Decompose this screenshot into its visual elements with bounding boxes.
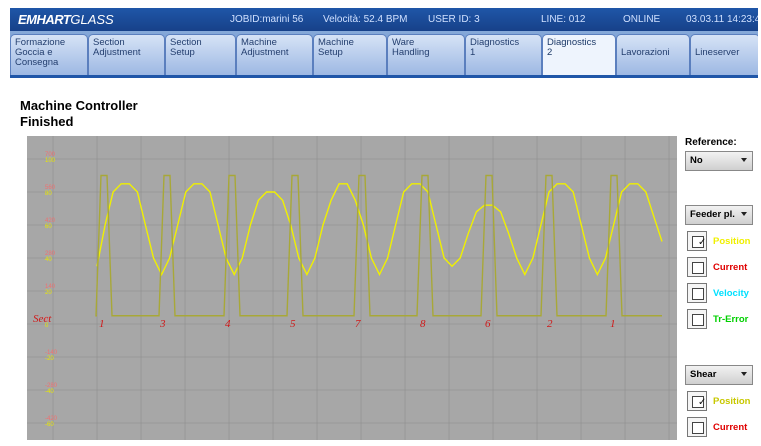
checkbox-label: Position: [713, 236, 751, 247]
y-tick-inner: 60: [45, 224, 52, 230]
tab-label: Lineserver: [695, 47, 740, 58]
tab-3[interactable]: Section Setup: [165, 34, 236, 75]
chevron-down-icon: [741, 158, 747, 162]
y-tick-outer: 140: [45, 284, 56, 290]
tab-label: Adjustment: [93, 47, 141, 58]
checkbox-label: Position: [713, 396, 751, 407]
y-tick-outer: -420: [45, 416, 58, 422]
reference-label: Reference:: [685, 137, 737, 148]
sect-number: 7: [355, 318, 361, 330]
sect-label: Sect: [33, 313, 52, 325]
tab-4[interactable]: Machine Adjustment: [236, 34, 313, 75]
checkbox-current[interactable]: [687, 417, 707, 437]
y-tick-outer: 700: [45, 152, 56, 158]
checkbox-label: Current: [713, 262, 748, 273]
checkbox-box: [692, 262, 704, 274]
tab-label: Adjustment: [241, 47, 289, 58]
online-status: ONLINE: [623, 14, 661, 25]
tab-label: Section: [170, 37, 202, 48]
series-shear: [95, 174, 662, 317]
sect-number: 3: [159, 318, 166, 330]
y-tick-inner: -20: [45, 356, 54, 362]
checkbox-current[interactable]: [687, 257, 707, 277]
job-id: JOBID:marini 56: [230, 14, 304, 25]
datetime: 03.03.11 14:23:4: [686, 14, 758, 25]
app-window: EMHARTGLASS JOBID:marini 56 Velocità: 52…: [10, 8, 758, 440]
checkbox-box: [692, 422, 704, 434]
y-tick-inner: 100: [45, 158, 56, 164]
tab-9[interactable]: Lavorazioni: [616, 34, 690, 75]
checkbox-label: Current: [713, 422, 748, 433]
tab-1[interactable]: Formazione Goccia e Consegna: [10, 34, 88, 75]
tab-label: Diagnostics: [470, 37, 520, 48]
checkbox-label: Velocity: [713, 288, 749, 299]
y-tick-outer: -140: [45, 350, 58, 356]
line: LINE: 012: [541, 14, 586, 25]
y-tick-outer: -280: [45, 383, 58, 389]
page-title: Machine Controller: [20, 98, 138, 113]
sect-number: 4: [225, 318, 231, 330]
sect-number: 1: [99, 318, 105, 330]
diagnostic-chart: 7001005608042060280401402000-140-20-280-…: [27, 136, 677, 440]
tab-label: Machine: [241, 37, 277, 48]
tab-label: Goccia e: [15, 47, 53, 58]
tab-bar: Formazione Goccia e Consegna Section Adjustm…: [10, 31, 758, 78]
tab-label: 2: [547, 47, 553, 58]
y-tick-inner: 80: [45, 191, 52, 197]
y-tick-outer: 280: [45, 251, 56, 257]
speed: Velocità: 52.4 BPM: [323, 14, 408, 25]
checkbox-label: Tr-Error: [713, 314, 749, 325]
checkbox-box: [692, 288, 704, 300]
tab-label: Section: [93, 37, 125, 48]
sect-number: 6: [485, 318, 491, 330]
brand-logo: EMHARTGLASS: [18, 12, 114, 27]
y-tick-inner: -60: [45, 422, 54, 428]
y-tick-inner: 40: [45, 257, 52, 263]
sect-number: 5: [290, 318, 296, 330]
y-tick-inner: 0: [45, 323, 49, 329]
checkbox-box: ✓: [692, 396, 707, 408]
check-icon: ✓: [698, 397, 707, 408]
tab-label: Machine: [318, 37, 354, 48]
run-status: Finished: [20, 114, 74, 129]
check-icon: ✓: [698, 237, 707, 248]
tab-label: Handling: [392, 47, 430, 58]
tab-7[interactable]: Diagnostics 1: [465, 34, 542, 75]
y-tick-inner: 20: [45, 290, 52, 296]
feeder-dropdown[interactable]: Feeder pl.: [685, 205, 753, 225]
tab-label: Setup: [318, 47, 343, 58]
user-id: USER ID: 3: [428, 14, 480, 25]
series-position: [96, 183, 663, 277]
y-tick-outer: 0: [45, 317, 49, 323]
checkbox-velocity[interactable]: [687, 283, 707, 303]
tab-8[interactable]: Diagnostics 2: [542, 34, 616, 75]
sect-number: 8: [420, 318, 426, 330]
tab-2[interactable]: Section Adjustment: [88, 34, 165, 75]
sect-number: 1: [610, 318, 616, 330]
tab-label: Ware: [392, 37, 415, 48]
checkbox-box: ✓: [692, 236, 707, 248]
checkbox-tr-error[interactable]: [687, 309, 707, 329]
tab-5[interactable]: Machine Setup: [313, 34, 387, 75]
sect-number: 2: [547, 318, 553, 330]
shear-dropdown[interactable]: Shear: [685, 365, 753, 385]
chevron-down-icon: [741, 212, 747, 216]
reference-dropdown[interactable]: No: [685, 151, 753, 171]
checkbox-position[interactable]: ✓: [687, 231, 707, 251]
tab-label: Setup: [170, 47, 195, 58]
y-tick-outer: 420: [45, 218, 56, 224]
status-bar: EMHARTGLASS JOBID:marini 56 Velocità: 52…: [10, 8, 758, 31]
y-tick-outer: 560: [45, 185, 56, 191]
tab-label: 1: [470, 47, 476, 58]
tab-label: Lavorazioni: [621, 47, 670, 58]
tab-6[interactable]: Ware Handling: [387, 34, 465, 75]
checkbox-position[interactable]: ✓: [687, 391, 707, 411]
chevron-down-icon: [741, 372, 747, 376]
tab-label: Diagnostics: [547, 37, 597, 48]
y-tick-inner: -40: [45, 389, 54, 395]
tab-10[interactable]: Lineserver: [690, 34, 758, 75]
tab-label: Consegna: [15, 57, 59, 68]
checkbox-box: [692, 314, 704, 326]
tab-label: Formazione: [15, 37, 66, 48]
